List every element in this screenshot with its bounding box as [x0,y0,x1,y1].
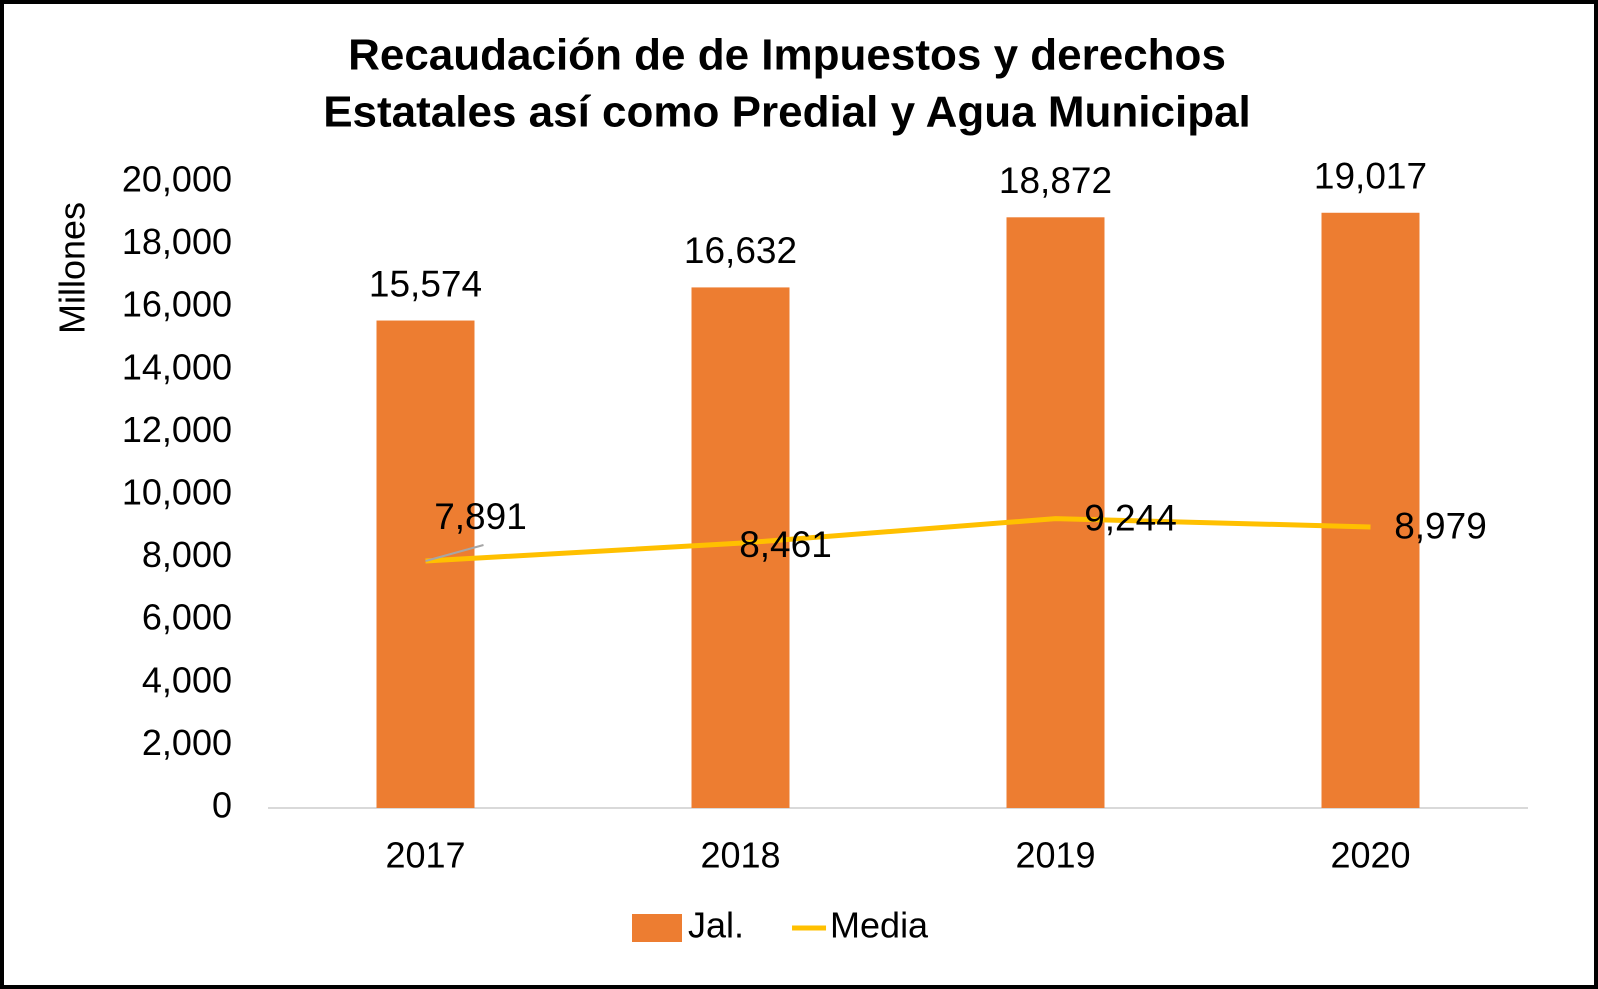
y-axis-label: Millones [52,202,93,334]
bar [1006,217,1105,808]
y-tick-label: 2,000 [142,722,232,763]
x-tick-label: 2017 [385,835,465,876]
data-label: 8,461 [739,524,832,565]
y-tick-label: 14,000 [122,346,232,387]
legend-swatch [632,914,682,942]
y-tick-label: 6,000 [142,597,232,638]
x-tick-label: 2019 [1015,835,1095,876]
y-tick-label: 12,000 [122,409,232,450]
y-tick-label: 0 [212,785,232,826]
legend-label: Jal. [688,905,744,946]
data-label: 16,632 [684,230,797,271]
y-tick-label: 20,000 [122,159,232,200]
y-tick-label: 4,000 [142,659,232,700]
x-tick-label: 2018 [700,835,780,876]
data-label: 15,574 [369,263,482,304]
y-tick-label: 18,000 [122,221,232,262]
leader-line [425,544,484,562]
x-tick-label: 2020 [1330,835,1410,876]
chart-title: Recaudación de de Impuestos y derechos [348,31,1226,80]
y-tick-label: 10,000 [122,472,232,513]
bar [1321,212,1420,809]
data-label: 9,244 [1084,497,1177,538]
y-tick-label: 16,000 [122,284,232,325]
data-label: 19,017 [1314,156,1427,197]
y-tick-label: 8,000 [142,534,232,575]
line [425,516,1371,564]
bar [376,320,475,808]
legend-label: Media [830,905,929,946]
data-label: 7,891 [434,496,527,537]
data-label: 18,872 [999,160,1112,201]
data-label: 8,979 [1394,506,1487,547]
bar [691,287,790,808]
chart-title: Estatales así como Predial y Agua Munici… [323,88,1251,137]
